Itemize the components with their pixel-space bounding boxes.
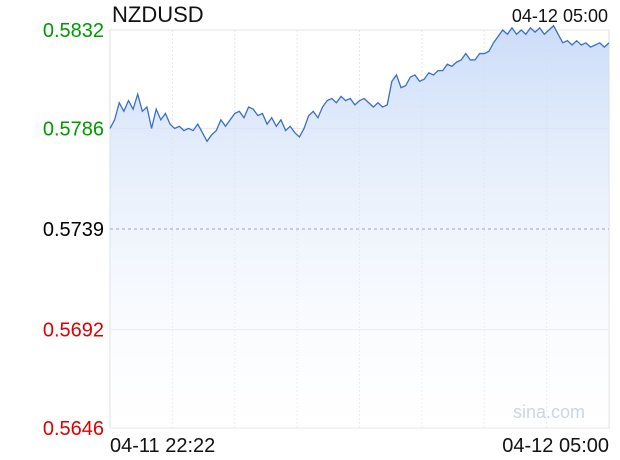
y-tick-label: 0.5786 [43,118,104,140]
timestamp: 04-12 05:00 [512,6,608,26]
y-tick-label: 0.5832 [43,20,104,42]
x-tick-label: 04-11 22:22 [110,435,215,457]
y-axis: 0.5832 0.5786 0.5739 0.5692 0.5646 [43,20,104,440]
chart-title: NZDUSD [112,2,204,27]
y-tick-label: 0.5692 [43,320,104,342]
y-tick-label: 0.5646 [43,418,104,440]
x-axis: 04-11 22:22 04-12 05:00 [110,435,609,457]
watermark: sina.com [513,402,585,422]
y-tick-label: 0.5739 [43,219,104,241]
x-tick-label: 04-12 05:00 [502,435,609,457]
price-area [110,25,609,428]
price-line [109,24,610,143]
